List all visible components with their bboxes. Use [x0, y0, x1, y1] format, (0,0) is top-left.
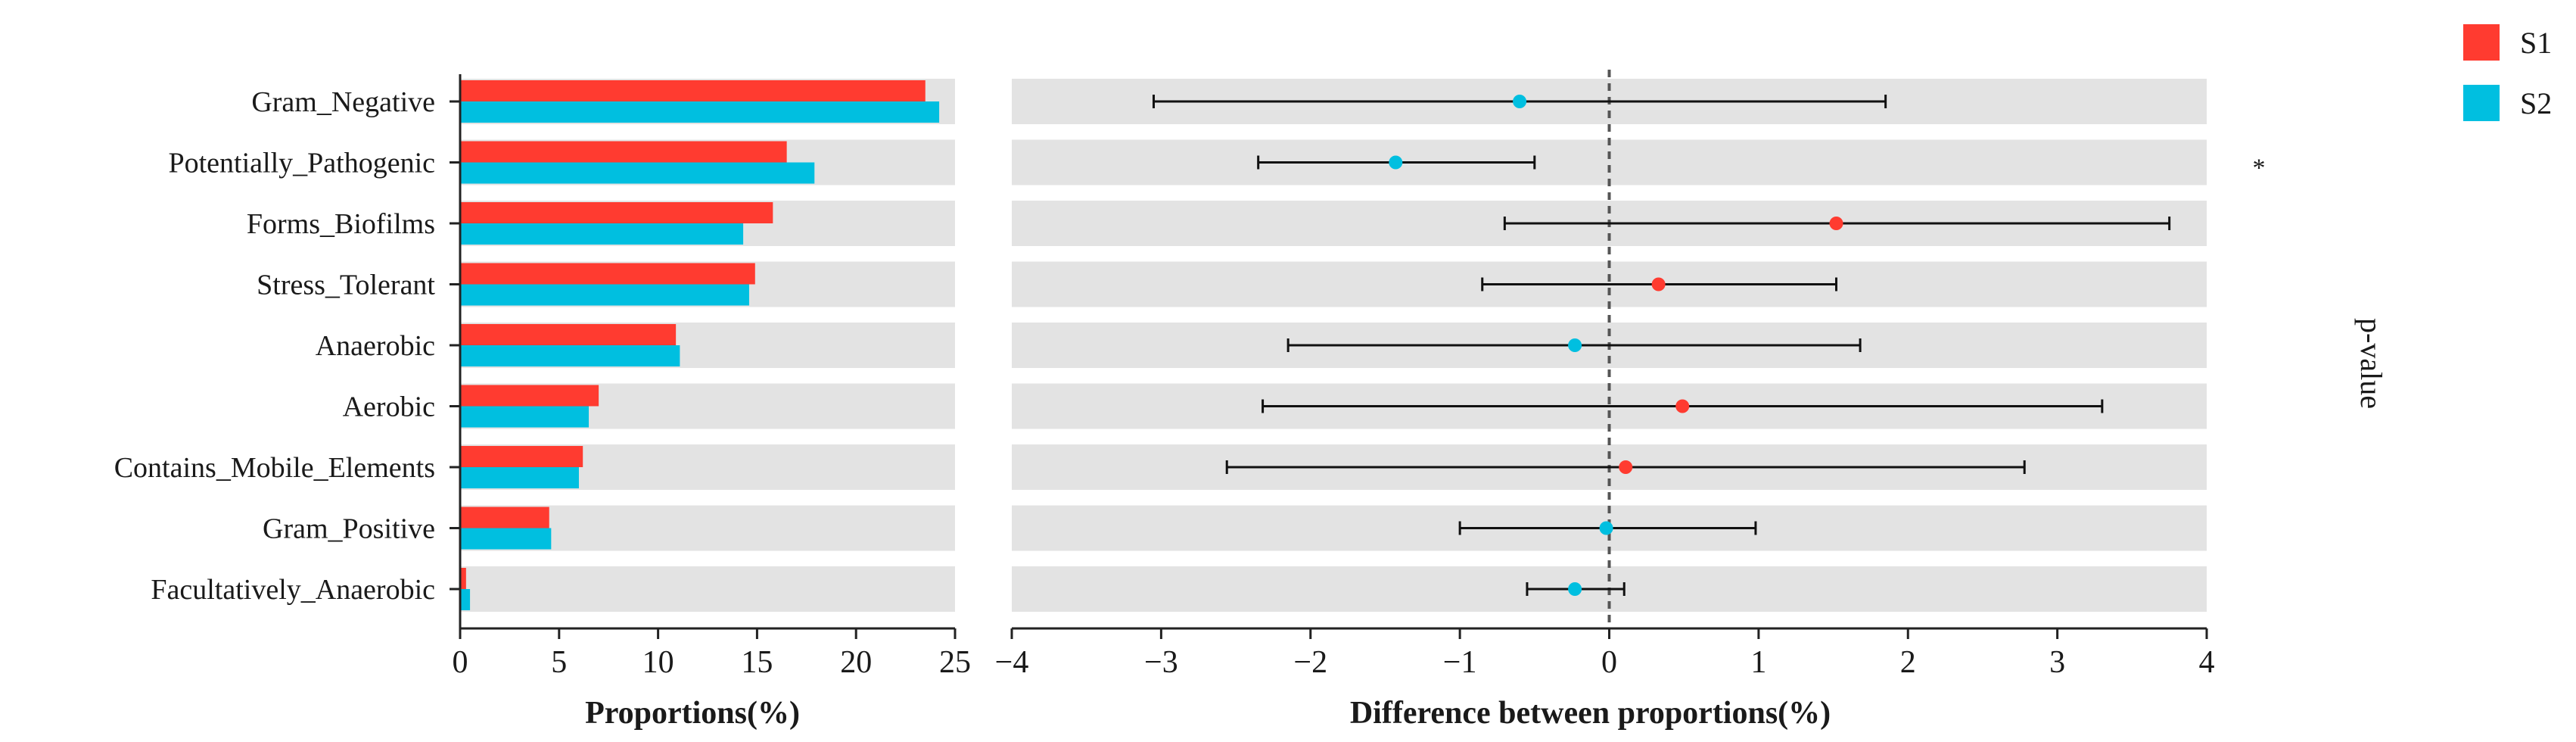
left-x-tick-label: 25	[939, 645, 971, 680]
category-label: Anaerobic	[316, 330, 435, 362]
right-x-tick-label: 1	[1750, 645, 1766, 680]
bar-s1-contains-mobile-elements	[460, 446, 583, 467]
significance-marker: *	[2253, 154, 2266, 182]
right-x-tick-label: 3	[2049, 645, 2065, 680]
difference-point-s1	[1619, 460, 1633, 474]
difference-point-s2	[1389, 155, 1403, 170]
left-x-tick-label: 5	[551, 645, 567, 680]
difference-point-s2	[1568, 338, 1582, 352]
right-x-tick-label: −1	[1443, 645, 1477, 680]
right-row-band	[1012, 139, 2207, 186]
difference-point-s2	[1513, 95, 1527, 108]
bar-s1-gram-positive	[460, 507, 549, 528]
left-x-tick-label: 15	[741, 645, 773, 680]
legend-swatch-s1	[2463, 24, 2500, 61]
bar-s2-forms-biofilms	[460, 223, 744, 245]
category-label: Contains_Mobile_Elements	[114, 452, 435, 484]
bar-s1-stress-tolerant	[460, 263, 755, 285]
bar-s2-aerobic	[460, 406, 590, 428]
category-label: Potentially_Pathogenic	[168, 148, 435, 179]
legend-label-s2: S2	[2520, 86, 2552, 120]
bar-s2-gram-positive	[460, 528, 552, 550]
right-x-tick-label: 4	[2199, 645, 2215, 680]
right-x-tick-label: 0	[1601, 645, 1617, 680]
category-label: Forms_Biofilms	[247, 208, 435, 240]
left-x-axis-title: Proportions(%)	[585, 696, 800, 731]
right-x-axis-title: Difference between proportions(%)	[1350, 696, 1831, 731]
category-label: Aerobic	[343, 391, 435, 423]
difference-point-s2	[1568, 582, 1582, 596]
category-label: Stress_Tolerant	[257, 270, 435, 301]
difference-point-s1	[1675, 399, 1690, 413]
bar-s1-potentially-pathogenic	[460, 141, 787, 163]
bar-s2-potentially-pathogenic	[460, 162, 815, 184]
bar-s1-forms-biofilms	[460, 202, 773, 223]
category-label: Gram_Negative	[251, 86, 435, 118]
left-x-tick-label: 10	[642, 645, 674, 680]
category-label: Facultatively_Anaerobic	[151, 574, 435, 606]
bar-s2-facultatively-anaerobic	[460, 589, 471, 610]
right-x-tick-label: −2	[1293, 645, 1327, 680]
difference-point-s1	[1829, 217, 1843, 230]
bar-s2-contains-mobile-elements	[460, 467, 579, 488]
pvalue-axis-label: p-value	[2354, 318, 2388, 409]
bar-s1-anaerobic	[460, 324, 677, 345]
difference-point-s1	[1651, 277, 1666, 292]
bar-s2-stress-tolerant	[460, 284, 749, 306]
legend-swatch-s2	[2463, 85, 2500, 121]
bar-s1-aerobic	[460, 385, 599, 407]
bar-s2-anaerobic	[460, 345, 680, 366]
left-row-band	[460, 566, 955, 612]
left-x-tick-label: 20	[840, 645, 872, 680]
category-label: Gram_Positive	[263, 513, 435, 545]
difference-point-s2	[1599, 521, 1613, 535]
left-x-tick-label: 0	[453, 645, 468, 680]
bar-s1-gram-negative	[460, 80, 926, 101]
right-x-tick-label: −3	[1144, 645, 1178, 680]
bar-s1-facultatively-anaerobic	[460, 568, 466, 589]
bar-s2-gram-negative	[460, 101, 940, 123]
legend-label-s1: S1	[2520, 26, 2552, 60]
right-x-tick-label: −4	[995, 645, 1029, 680]
right-x-tick-label: 2	[1900, 645, 1916, 680]
